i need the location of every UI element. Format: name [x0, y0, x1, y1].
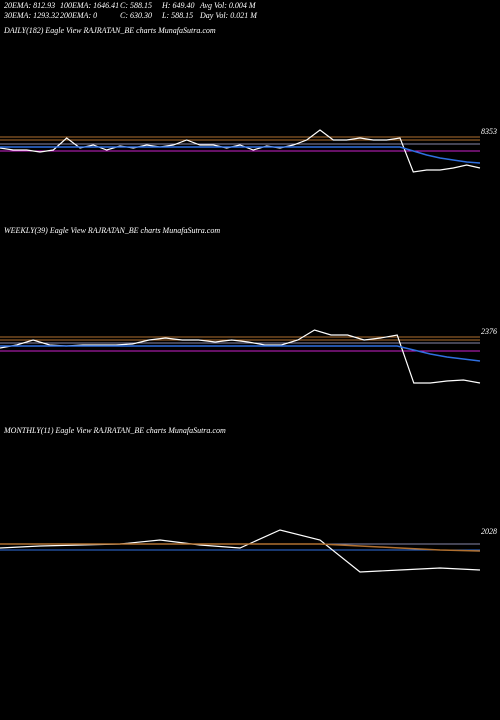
panel-title: WEEKLY(39) Eagle View RAJRATAN_BE charts…: [4, 226, 220, 235]
series-line: [0, 529, 481, 573]
header-stat: 100EMA: 1646.41: [60, 1, 119, 10]
header-stat: 30EMA: 1293.32: [3, 11, 59, 20]
header-stat: H: 649.40: [161, 1, 194, 10]
header-stat: 20EMA: 812.93: [4, 1, 55, 10]
header-stat: Day Vol: 0.021 M: [199, 11, 258, 20]
series-line: [0, 129, 481, 173]
header-stat: Avg Vol: 0.004 M: [199, 1, 257, 10]
header-stat: 200EMA: 0: [60, 11, 97, 20]
series-line: [0, 329, 481, 384]
header-stat: L: 588.15: [161, 11, 193, 20]
price-label: 8353: [481, 127, 497, 136]
price-label: 2028: [481, 527, 497, 536]
panel-title: DAILY(182) Eagle View RAJRATAN_BE charts…: [3, 26, 216, 35]
series-line: [0, 345, 481, 362]
series-line: [0, 543, 481, 552]
header-stat: C: 630.30: [120, 11, 152, 20]
series-line: [0, 146, 481, 164]
header-stat: C: 588.15: [120, 1, 152, 10]
panel-title: MONTHLY(11) Eagle View RAJRATAN_BE chart…: [3, 426, 226, 435]
price-label: 2376: [481, 327, 497, 336]
